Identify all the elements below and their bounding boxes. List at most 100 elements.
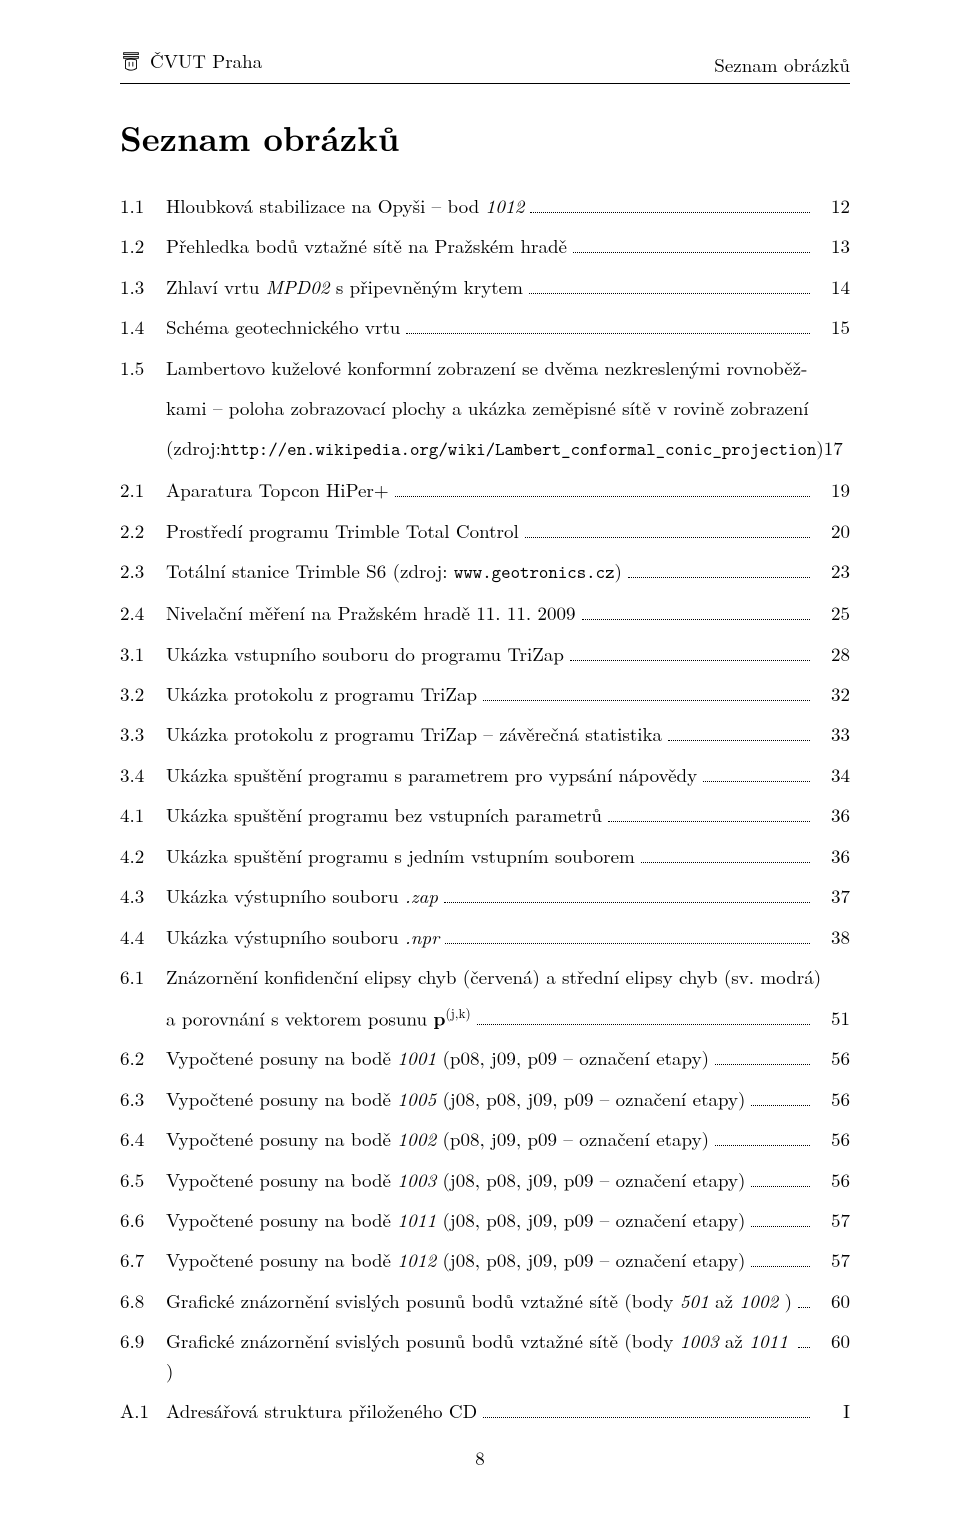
lof-number: 6.7	[120, 1245, 166, 1274]
lof-text: Vypočtené posuny na bodě 1002 (p08, j09,…	[166, 1124, 709, 1153]
leader-dots	[525, 525, 810, 537]
lof-text: Ukázka spuštění programu s jedním vstupn…	[166, 841, 635, 870]
lof-entry: 4.4Ukázka výstupního souboru .npr38	[120, 922, 850, 951]
lof-entry: 3.4Ukázka spuštění programu s parametrem…	[120, 760, 850, 789]
lof-text: Vypočtené posuny na bodě 1005 (j08, p08,…	[166, 1084, 745, 1113]
leader-dots	[445, 931, 810, 943]
lof-entry: 2.3Totální stanice Trimble S6 (zdroj: ww…	[120, 556, 850, 587]
lof-entry: A.1Adresářová struktura přiloženého CDI	[120, 1396, 850, 1425]
lof-entry: 6.5Vypočtené posuny na bodě 1003 (j08, p…	[120, 1165, 850, 1194]
leader-dots	[530, 200, 810, 212]
leader-dots	[573, 241, 810, 253]
lof-text: Vypočtené posuny na bodě 1011 (j08, p08,…	[166, 1205, 745, 1234]
page-number: 8	[0, 1443, 960, 1472]
lof-entry: 6.1Znázornění konfidenční elipsy chyb (č…	[120, 962, 850, 991]
lof-page: 15	[816, 312, 850, 341]
list-of-figures-title: Seznam obrázků	[120, 112, 850, 165]
lof-entry: 6.9Grafické znázornění svislých posunů b…	[120, 1326, 850, 1385]
lof-entry: 4.1Ukázka spuštění programu bez vstupníc…	[120, 800, 850, 829]
lof-text: Vypočtené posuny na bodě 1001 (p08, j09,…	[166, 1043, 709, 1072]
leader-dots	[483, 689, 810, 701]
lof-number: 6.6	[120, 1205, 166, 1234]
lof-number: 4.3	[120, 881, 166, 910]
list-of-figures: 1.1Hloubková stabilizace na Opyši – bod …	[120, 191, 850, 1426]
leader-dots	[570, 648, 810, 660]
lof-number: 3.4	[120, 760, 166, 789]
lof-page: 60	[816, 1286, 850, 1315]
lof-entry: 6.3Vypočtené posuny na bodě 1005 (j08, p…	[120, 1084, 850, 1113]
lof-text: a porovnání s vektorem posunu p(j,k)	[166, 1003, 471, 1033]
lof-text: Grafické znázornění svislých posunů bodů…	[166, 1326, 792, 1385]
header-left: ČVUT Praha	[120, 46, 262, 75]
leader-dots	[444, 891, 810, 903]
lof-number: 1.2	[120, 231, 166, 260]
lof-text: Aparatura Topcon HiPer+	[166, 475, 389, 504]
lof-number: 1.3	[120, 272, 166, 301]
lof-text: Znázornění konfidenční elipsy chyb (červ…	[166, 962, 850, 991]
running-header: ČVUT Praha Seznam obrázků	[120, 46, 850, 79]
lof-continuation: a porovnání s vektorem posunu p(j,k)51	[166, 1003, 850, 1033]
lof-entry: 1.1Hloubková stabilizace na Opyši – bod …	[120, 191, 850, 220]
leader-dots	[751, 1255, 810, 1267]
leader-dots	[608, 810, 810, 822]
lof-text: kami – poloha zobrazovací plochy a ukázk…	[166, 393, 809, 422]
lof-number: A.1	[120, 1396, 166, 1425]
lof-number: 2.1	[120, 475, 166, 504]
lof-number: 6.1	[120, 962, 166, 991]
lof-page: 56	[816, 1043, 850, 1072]
lof-text: Ukázka výstupního souboru .zap	[166, 881, 438, 910]
lof-text: Ukázka spuštění programu s parametrem pr…	[166, 760, 697, 789]
lof-number: 1.1	[120, 191, 166, 220]
lof-text: Vypočtené posuny na bodě 1003 (j08, p08,…	[166, 1165, 745, 1194]
lof-entry: 1.4Schéma geotechnického vrtu15	[120, 312, 850, 341]
leader-dots	[751, 1174, 810, 1186]
lof-page: 17	[824, 433, 843, 462]
lof-number: 6.4	[120, 1124, 166, 1153]
lof-page: 57	[816, 1245, 850, 1274]
lof-number: 2.4	[120, 598, 166, 627]
leader-dots	[529, 281, 810, 293]
header-right-text: Seznam obrázků	[714, 50, 850, 79]
leader-dots	[628, 566, 810, 578]
lof-text: Hloubková stabilizace na Opyši – bod 101…	[166, 191, 524, 220]
lof-number: 1.5	[120, 353, 166, 382]
leader-dots	[483, 1406, 810, 1418]
leader-dots	[798, 1296, 810, 1308]
lof-text: Lambertovo kuželové konformní zobrazení …	[166, 353, 850, 382]
leader-dots	[406, 322, 810, 334]
page: ČVUT Praha Seznam obrázků Seznam obrázků…	[0, 0, 960, 1532]
lof-entry: 2.1Aparatura Topcon HiPer+ 19	[120, 475, 850, 504]
lof-text: Ukázka vstupního souboru do programu Tri…	[166, 639, 564, 668]
lof-page: 19	[816, 475, 850, 504]
lof-entry: 1.3Zhlaví vrtu MPD02 s připevněným kryte…	[120, 272, 850, 301]
leader-dots	[798, 1336, 810, 1348]
lof-page: 20	[816, 516, 850, 545]
leader-dots	[715, 1053, 810, 1065]
lof-page: 34	[816, 760, 850, 789]
lof-number: 4.4	[120, 922, 166, 951]
lof-page: 13	[816, 231, 850, 260]
lof-text: Prostředí programu Trimble Total Control	[166, 516, 519, 545]
leader-dots	[582, 608, 810, 620]
lof-number: 1.4	[120, 312, 166, 341]
cvut-lion-icon	[120, 50, 142, 72]
lof-entry: 3.1Ukázka vstupního souboru do programu …	[120, 639, 850, 668]
lof-entry: 6.8Grafické znázornění svislých posunů b…	[120, 1286, 850, 1315]
lof-number: 3.1	[120, 639, 166, 668]
lof-page: 36	[816, 841, 850, 870]
lof-page: 28	[816, 639, 850, 668]
leader-dots	[668, 729, 810, 741]
lof-number: 2.3	[120, 556, 166, 585]
lof-entry: 2.2Prostředí programu Trimble Total Cont…	[120, 516, 850, 545]
header-left-text: ČVUT Praha	[150, 46, 262, 75]
lof-number: 4.2	[120, 841, 166, 870]
lof-text: Vypočtené posuny na bodě 1012 (j08, p08,…	[166, 1245, 745, 1274]
lof-text: Grafické znázornění svislých posunů bodů…	[166, 1286, 792, 1315]
lof-page: 56	[816, 1124, 850, 1153]
lof-entry: 3.2Ukázka protokolu z programu TriZap32	[120, 679, 850, 708]
lof-number: 6.3	[120, 1084, 166, 1113]
lof-entry: 6.6Vypočtené posuny na bodě 1011 (j08, p…	[120, 1205, 850, 1234]
leader-dots	[703, 769, 810, 781]
lof-page: 37	[816, 881, 850, 910]
lof-text: Ukázka protokolu z programu TriZap	[166, 679, 477, 708]
